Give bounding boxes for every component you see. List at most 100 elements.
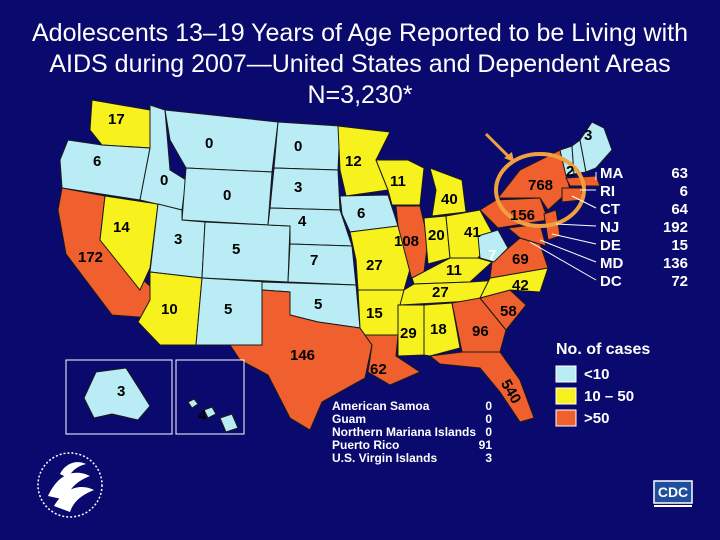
callout-row: CT 64 bbox=[600, 201, 689, 218]
label-vt: 2 bbox=[566, 163, 574, 180]
legend-label-low: <10 bbox=[584, 366, 609, 383]
label-nc: 42 bbox=[512, 277, 529, 294]
cdc-logo: CDC bbox=[653, 480, 693, 507]
label-pa: 156 bbox=[510, 207, 535, 224]
callout-value: 72 bbox=[671, 273, 688, 290]
cdc-logo-text: CDC bbox=[658, 484, 688, 500]
legend-swatch-high bbox=[555, 409, 577, 427]
title-line-2: AIDS during 2007—United States and Depen… bbox=[49, 50, 671, 78]
label-sc: 58 bbox=[500, 303, 517, 320]
label-wv: 7 bbox=[488, 247, 496, 264]
callout-row: DE 15 bbox=[600, 237, 688, 254]
label-sd: 3 bbox=[294, 179, 302, 196]
territory-value: 0 bbox=[485, 399, 492, 413]
callout-value: 63 bbox=[671, 165, 688, 182]
label-nm: 5 bbox=[224, 301, 232, 318]
label-az: 10 bbox=[161, 301, 178, 318]
label-nv: 14 bbox=[113, 219, 130, 236]
hhs-eagle-seal-icon bbox=[37, 452, 103, 518]
callout-abbr: RI bbox=[600, 183, 615, 200]
legend-title: No. of cases bbox=[556, 341, 650, 358]
state-mt bbox=[164, 109, 279, 173]
label-in: 20 bbox=[428, 227, 445, 244]
label-wy: 0 bbox=[223, 187, 231, 204]
state-wv bbox=[477, 229, 509, 263]
callout-abbr: DE bbox=[600, 237, 621, 254]
state-ak bbox=[83, 367, 151, 421]
state-me bbox=[579, 121, 613, 173]
territory-name: American Samoa bbox=[332, 399, 430, 413]
highlight-arrowhead bbox=[504, 152, 514, 162]
state-shapes bbox=[57, 99, 613, 431]
territory-name: Puerto Rico bbox=[332, 438, 399, 452]
label-ut: 3 bbox=[174, 231, 182, 248]
label-al: 18 bbox=[430, 321, 447, 338]
state-ks bbox=[287, 243, 357, 286]
territory-name: Northern Mariana Islands bbox=[332, 425, 476, 439]
legend-swatch-mid bbox=[555, 387, 577, 405]
legend-swatch-low bbox=[555, 365, 577, 383]
label-wa: 17 bbox=[108, 111, 125, 128]
callout-leaders bbox=[529, 172, 597, 281]
callout-row: MD 136 bbox=[600, 255, 688, 272]
state-co bbox=[201, 221, 291, 283]
label-mt: 0 bbox=[205, 135, 213, 152]
legend: No. of cases <10 10 – 50 >50 bbox=[555, 341, 650, 427]
territory-name: Guam bbox=[332, 412, 366, 426]
label-ga: 96 bbox=[472, 323, 489, 340]
state-nd bbox=[273, 121, 341, 171]
state-hi bbox=[187, 398, 239, 433]
label-ms: 29 bbox=[400, 325, 417, 342]
label-ks: 7 bbox=[310, 252, 318, 269]
state-labels: 17 6 172 14 0 0 0 3 10 5 5 0 3 4 7 5 146… bbox=[78, 111, 592, 424]
territory-row: U.S. Virgin Islands 3 bbox=[332, 451, 492, 465]
label-co: 5 bbox=[232, 241, 240, 258]
label-nd: 0 bbox=[294, 138, 302, 155]
label-ca: 172 bbox=[78, 249, 103, 266]
label-il: 108 bbox=[394, 233, 419, 250]
callout-value: 192 bbox=[663, 219, 688, 236]
territory-value: 0 bbox=[485, 412, 492, 426]
state-al bbox=[423, 302, 461, 357]
title-line-3: N=3,230* bbox=[307, 81, 413, 109]
label-tn: 27 bbox=[432, 284, 449, 301]
label-tx: 146 bbox=[290, 347, 315, 364]
northeast-callout-list: MA 63 RI 6 CT 64 NJ 192 DE 15 MD 136 DC 72 bbox=[600, 165, 689, 290]
callout-value: 15 bbox=[671, 237, 688, 254]
territory-row: Guam 0 bbox=[332, 412, 492, 426]
label-wi: 11 bbox=[390, 173, 406, 190]
label-id: 0 bbox=[160, 172, 168, 189]
label-ak: 3 bbox=[117, 383, 125, 400]
callout-abbr: DC bbox=[600, 273, 622, 290]
state-pa bbox=[479, 197, 549, 229]
callout-abbr: MD bbox=[600, 255, 623, 272]
map-title: Adolescents 13–19 Years of Age Reported … bbox=[0, 18, 720, 111]
territory-row: Northern Mariana Islands 0 bbox=[332, 425, 492, 439]
legend-label-mid: 10 – 50 bbox=[584, 388, 634, 405]
label-oh: 41 bbox=[464, 224, 481, 241]
territory-row: Puerto Rico 91 bbox=[332, 438, 492, 452]
legend-label-high: >50 bbox=[584, 410, 609, 427]
territory-row: American Samoa 0 bbox=[332, 399, 492, 413]
callout-value: 136 bbox=[663, 255, 688, 272]
territory-name: U.S. Virgin Islands bbox=[332, 451, 437, 465]
state-mi bbox=[429, 167, 467, 217]
callout-value: 64 bbox=[671, 201, 688, 218]
state-ia bbox=[339, 194, 399, 233]
alaska-inset-frame bbox=[65, 359, 173, 435]
label-ne: 4 bbox=[298, 213, 307, 230]
label-va: 69 bbox=[512, 251, 529, 268]
callout-row: DC 72 bbox=[600, 273, 688, 290]
label-mo: 27 bbox=[366, 257, 383, 274]
state-sd bbox=[269, 167, 341, 211]
territory-value: 91 bbox=[479, 438, 493, 452]
state-tx bbox=[229, 289, 373, 431]
state-ga bbox=[451, 297, 507, 353]
hawaii-inset-frame bbox=[175, 359, 245, 435]
label-mn: 12 bbox=[345, 153, 362, 170]
label-or: 6 bbox=[93, 153, 101, 170]
callout-row: RI 6 bbox=[600, 183, 688, 200]
label-me: 3 bbox=[584, 127, 592, 144]
state-wi bbox=[375, 159, 425, 206]
title-line-1: Adolescents 13–19 Years of Age Reported … bbox=[31, 19, 689, 47]
